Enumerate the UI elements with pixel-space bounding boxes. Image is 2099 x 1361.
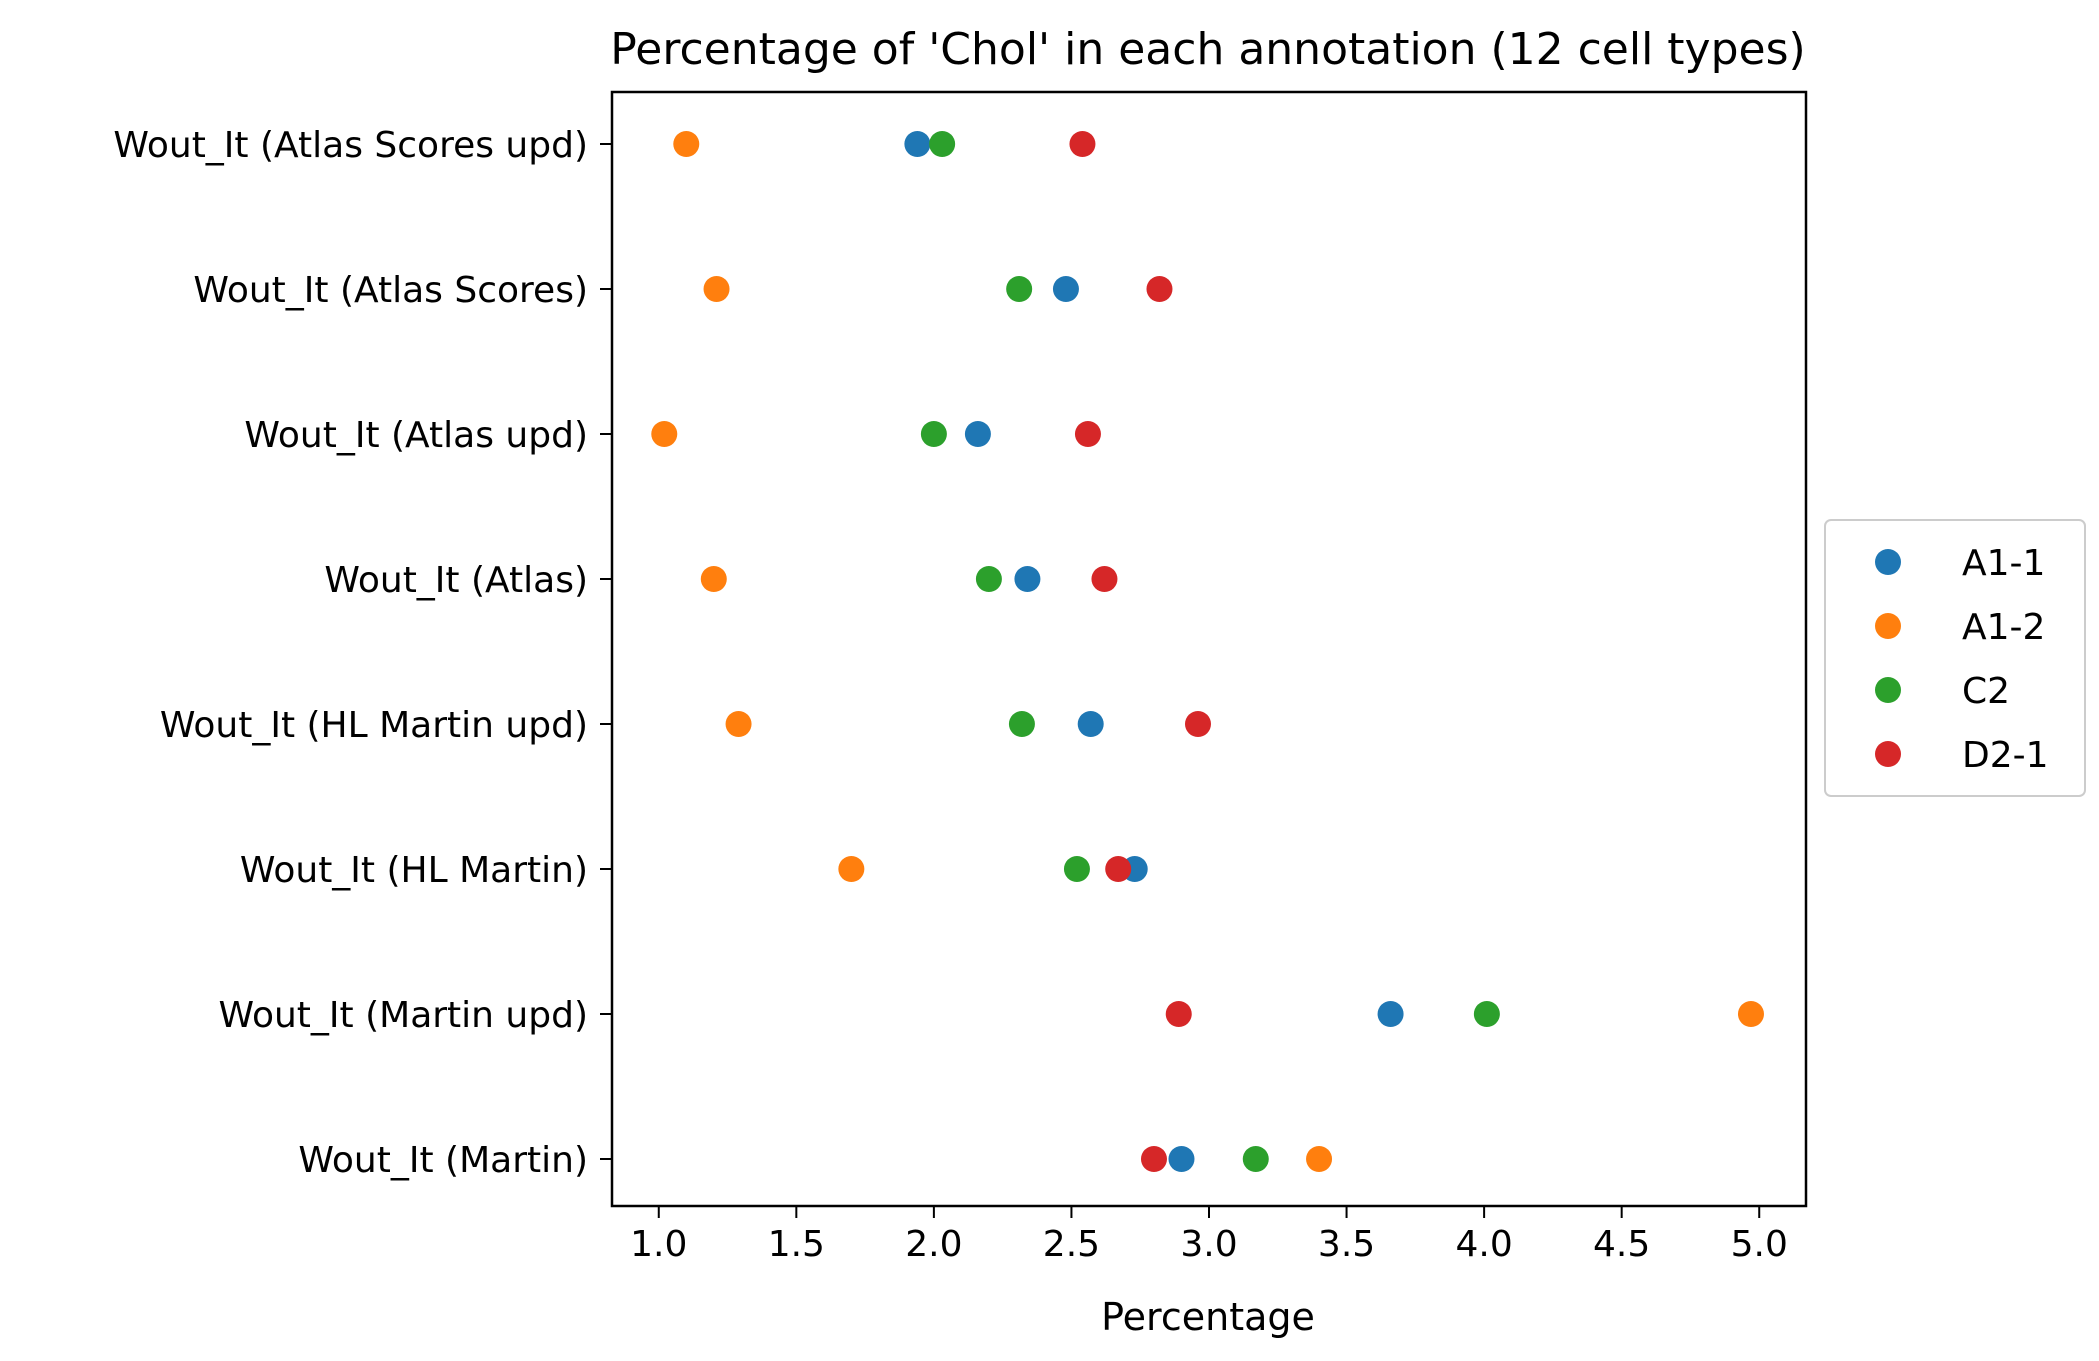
- legend-frame: [1824, 519, 2086, 797]
- data-point-a1-1: [1052, 276, 1079, 302]
- x-tick-label: 4.5: [1593, 1224, 1650, 1265]
- data-point-a1-2: [1306, 1146, 1333, 1172]
- y-tick-label: Wout_It (Atlas Scores upd): [113, 125, 588, 166]
- x-tick-label: 3.0: [1180, 1224, 1237, 1265]
- y-tick-label: Wout_It (HL Martin upd): [160, 705, 588, 746]
- data-point-d2-1: [1184, 711, 1211, 737]
- data-point-c2: [1006, 276, 1033, 302]
- legend-label-d2-1: D2-1: [1962, 735, 2049, 776]
- x-axis-label: Percentage: [1101, 1295, 1315, 1339]
- legend-label-c2: C2: [1962, 671, 2010, 712]
- data-point-d2-1: [1091, 566, 1118, 592]
- x-tick-label: 5.0: [1731, 1224, 1788, 1265]
- data-point-d2-1: [1140, 1146, 1167, 1172]
- data-point-a1-2: [725, 711, 752, 737]
- data-point-a1-1: [1168, 1146, 1195, 1172]
- x-tick-label: 4.0: [1455, 1224, 1512, 1265]
- legend-label-a1-2: A1-2: [1962, 607, 2045, 648]
- y-tick-label: Wout_It (Atlas upd): [244, 415, 588, 456]
- data-point-a1-1: [1014, 566, 1041, 592]
- legend-marker-a1-2: [1875, 613, 1901, 639]
- data-point-a1-2: [1737, 1001, 1764, 1027]
- plot-area: 1.0 1.5 2.0 2.5 3.0 3.5 4.0 4.5 5.0 Wout_It (Atla…: [113, 90, 1808, 1265]
- y-tick-label: Wout_It (Martin upd): [218, 995, 588, 1036]
- x-tick-label: 1.0: [630, 1224, 687, 1265]
- x-tick-label: 1.5: [768, 1224, 825, 1265]
- data-point-a1-2: [651, 421, 678, 447]
- chart-title: Percentage of 'Chol' in each annotation …: [610, 24, 1805, 75]
- y-tick-label: Wout_It (Atlas): [324, 560, 588, 601]
- x-tick-label: 2.5: [1043, 1224, 1100, 1265]
- data-point-a1-2: [838, 856, 865, 882]
- data-point-a1-1: [1377, 1001, 1404, 1027]
- legend-marker-a1-1: [1875, 549, 1901, 575]
- data-point-c2: [1242, 1146, 1269, 1172]
- plot-frame: [610, 90, 1808, 1208]
- legend-marker-d2-1: [1875, 741, 1901, 767]
- data-point-a1-2: [703, 276, 730, 302]
- data-point-d2-1: [1069, 131, 1096, 157]
- data-point-a1-1: [1077, 711, 1104, 737]
- y-tick-label: Wout_It (Martin): [298, 1140, 588, 1181]
- x-tick-label: 2.0: [905, 1224, 962, 1265]
- y-tick-label: Wout_It (Atlas Scores): [193, 270, 588, 311]
- data-point-c2: [929, 131, 956, 157]
- legend-label-a1-1: A1-1: [1962, 543, 2045, 584]
- data-point-d2-1: [1105, 856, 1132, 882]
- data-point-a1-1: [904, 131, 931, 157]
- data-point-d2-1: [1165, 1001, 1192, 1027]
- legend-marker-c2: [1875, 677, 1901, 703]
- data-point-c2: [920, 421, 947, 447]
- data-point-c2: [1008, 711, 1035, 737]
- data-point-d2-1: [1146, 276, 1173, 302]
- data-point-c2: [1063, 856, 1090, 882]
- data-point-c2: [975, 566, 1002, 592]
- data-point-c2: [1473, 1001, 1500, 1027]
- x-tick-label: 3.5: [1318, 1224, 1375, 1265]
- data-point-d2-1: [1074, 421, 1101, 447]
- y-tick-label: Wout_It (HL Martin): [240, 850, 588, 891]
- data-point-a1-1: [964, 421, 991, 447]
- legend: A1-1 A1-2 C2 D2-1: [1824, 519, 2086, 797]
- data-point-a1-2: [700, 566, 727, 592]
- data-point-a1-2: [673, 131, 700, 157]
